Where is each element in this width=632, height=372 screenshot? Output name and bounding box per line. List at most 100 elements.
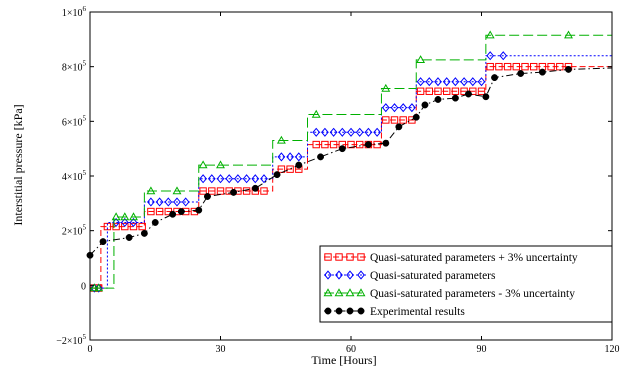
series-marker — [382, 116, 390, 124]
x-tick-label: 30 — [216, 344, 226, 355]
series-marker — [364, 141, 372, 149]
legend-marker — [324, 270, 332, 280]
series-marker — [242, 174, 251, 184]
y-axis-title: Interstitial pressure [kPa] — [11, 104, 25, 225]
series-layer — [86, 30, 613, 293]
legend-marker — [346, 253, 354, 261]
series-marker — [465, 90, 472, 98]
y-tick-label: 8×105 — [62, 60, 87, 74]
series-marker — [416, 77, 425, 87]
series-marker — [121, 222, 129, 231]
series-marker — [442, 77, 451, 87]
series-marker — [434, 87, 442, 95]
legend-entry: Quasi-saturated parameters - 3% uncertai… — [323, 288, 575, 300]
series-marker — [355, 127, 364, 137]
series-marker — [312, 127, 321, 137]
series-marker — [338, 127, 347, 137]
series-marker — [416, 55, 426, 64]
series-marker — [195, 206, 203, 214]
series-marker — [482, 93, 490, 101]
series-marker — [390, 103, 399, 113]
series-marker — [329, 140, 338, 149]
series-marker — [485, 30, 495, 39]
series-marker — [181, 197, 190, 207]
series-marker — [155, 207, 164, 216]
legend-marker — [334, 288, 344, 297]
x-axis-title: Time [Hours] — [311, 353, 376, 367]
series-marker — [399, 116, 407, 124]
x-tick-label: 0 — [88, 344, 93, 355]
series-marker — [295, 161, 303, 169]
series-marker — [399, 103, 408, 113]
series-marker — [251, 184, 259, 192]
series-marker — [234, 174, 242, 184]
series-marker — [530, 62, 538, 71]
legend-marker — [357, 270, 365, 280]
series-marker — [173, 197, 181, 207]
legend-entry: Experimental results — [324, 306, 465, 318]
series-line — [90, 34, 612, 289]
series-marker — [120, 217, 129, 228]
legend-marker — [324, 307, 332, 315]
series-marker — [112, 222, 120, 231]
series-marker — [381, 103, 390, 113]
series-marker — [277, 152, 286, 162]
series-1 — [90, 51, 612, 293]
series-marker — [286, 152, 294, 162]
y-tick-label: 6×105 — [62, 114, 87, 128]
legend: Quasi-saturated parameters + 3% uncertai… — [319, 245, 613, 323]
series-marker — [199, 174, 207, 184]
series-marker — [286, 165, 294, 173]
series-marker — [147, 197, 155, 207]
legend-marker — [335, 270, 343, 280]
series-marker — [321, 140, 329, 149]
series-marker — [216, 160, 225, 169]
legend-marker — [335, 307, 343, 315]
y-tick-label: 1×106 — [62, 5, 87, 19]
legend-entry: Quasi-saturated parameters + 3% uncertai… — [324, 252, 578, 264]
series-marker — [521, 62, 529, 71]
series-marker — [434, 77, 442, 87]
series-marker — [395, 123, 403, 131]
series-marker — [199, 187, 207, 195]
series-marker — [155, 197, 164, 207]
series-marker — [329, 127, 338, 137]
series-marker — [169, 210, 177, 218]
series-marker — [486, 51, 495, 61]
series-marker — [321, 127, 329, 137]
series-marker — [230, 188, 238, 196]
series-marker — [125, 234, 133, 241]
series-marker — [477, 87, 486, 95]
legend-label: Quasi-saturated parameters — [370, 270, 496, 282]
series-marker — [140, 229, 148, 237]
series-marker — [338, 145, 346, 153]
series-marker — [468, 77, 477, 87]
series-marker — [151, 219, 159, 226]
series-marker — [312, 140, 320, 149]
series-marker — [204, 193, 211, 200]
series-marker — [317, 153, 324, 161]
series-marker — [208, 187, 216, 195]
axis-layer: 0 30 60 90 120−2×10502×1054×1056×1058×1051×1… — [56, 5, 619, 355]
series-marker — [460, 77, 468, 87]
series-marker — [425, 87, 434, 95]
series-marker — [512, 62, 520, 71]
series-marker — [451, 77, 460, 87]
series-marker — [273, 171, 281, 179]
series-marker — [129, 212, 138, 221]
series-marker — [111, 212, 121, 221]
series-marker — [434, 96, 442, 103]
series-marker — [412, 113, 420, 121]
series-marker — [251, 174, 260, 184]
series-marker — [207, 174, 216, 184]
series-marker — [94, 283, 104, 292]
series-marker — [311, 109, 321, 118]
series-marker — [364, 127, 373, 137]
legend-marker — [345, 288, 355, 297]
series-marker — [451, 94, 459, 102]
series-marker — [381, 83, 391, 92]
series-marker — [129, 217, 138, 228]
series-2 — [89, 30, 612, 292]
series-marker — [147, 207, 155, 216]
legend-label: Quasi-saturated parameters - 3% uncertai… — [370, 288, 575, 300]
